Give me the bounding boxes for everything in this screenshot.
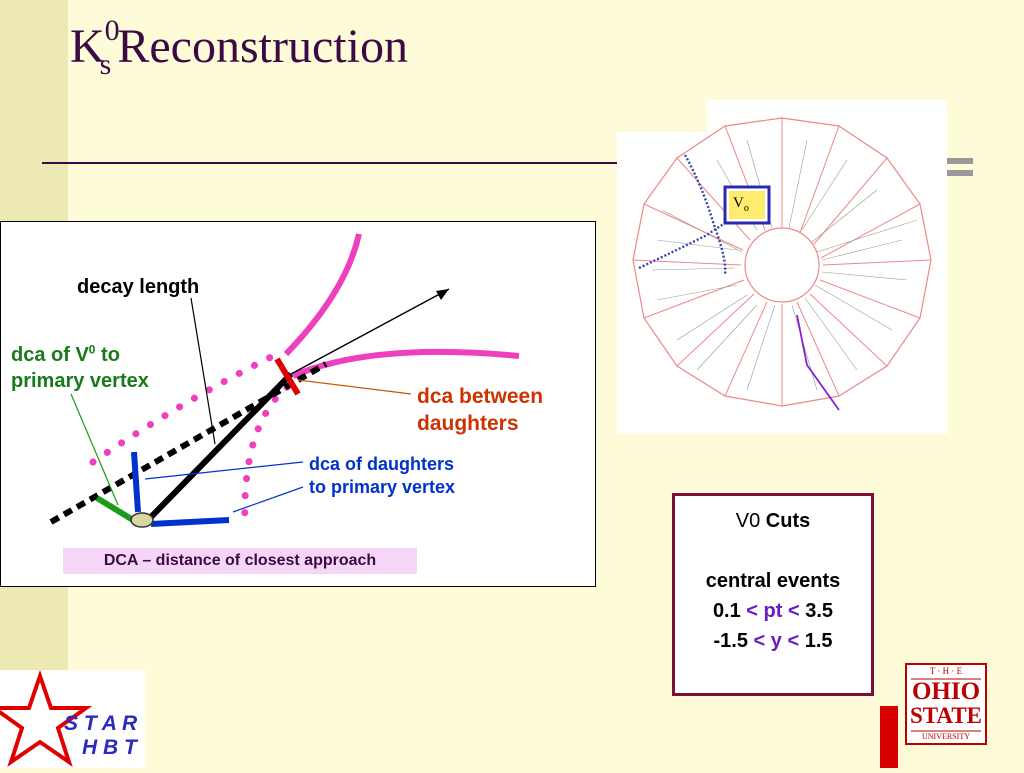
tpc-event-svg [617, 100, 932, 411]
sector-lines [632, 118, 932, 406]
dca-between-daughters-mark [274, 357, 301, 396]
ohio-state-logo: T · H · E OHIO STATE UNIVERSITY [905, 663, 987, 745]
dca-v0-pointer [70, 393, 119, 506]
v0-decay-diagram: decay length dca of V0 to primary vertex… [0, 221, 596, 587]
v0-direction-line [49, 361, 328, 525]
star-outline-icon [0, 669, 93, 767]
star-hbt-logo: S T A R H B T [0, 669, 145, 768]
dca-between-pointer [297, 379, 412, 395]
dca-daughters-label: dca of daughters to primary vertex [309, 454, 456, 498]
cuts-central: central events [705, 570, 841, 592]
star-hbt-text: S T A R H B T [64, 712, 138, 759]
purple-track [796, 314, 840, 411]
dca-v0-mark [95, 495, 135, 523]
dca-daughters-pointer-2 [232, 486, 304, 513]
slide-title: K0s Reconstruction [70, 14, 408, 81]
v0-label: Vo [733, 195, 749, 214]
momentum-arrowhead [436, 289, 449, 300]
v0-daughter-track-1 [683, 154, 727, 276]
decay-length-line [148, 371, 294, 520]
dca-daughter-mark-1 [131, 451, 141, 513]
momentum-arrow [290, 288, 450, 375]
decay-geometry-svg [49, 233, 520, 531]
decay-length-label: decay length [77, 276, 200, 298]
osu-seal-icon [905, 663, 987, 745]
cuts-pt-range: 0.1 < pt < 3.5 [712, 600, 834, 622]
primary-vertex [130, 512, 154, 528]
dca-definition-caption: DCA – distance of closest approach [63, 548, 417, 574]
dca-daughters-pointer-1 [144, 461, 304, 480]
cuts-heading: V0 Cuts [735, 510, 811, 532]
v0-cuts-box: V0 Cuts central events 0.1 < pt < 3.5 -1… [672, 493, 874, 696]
dca-v0-label: dca of V0 to primary vertex [11, 342, 149, 392]
rule-stub-top [945, 158, 973, 164]
tpc-inner-circle [744, 227, 820, 303]
cuts-y-range: -1.5 < y < 1.5 [713, 630, 833, 652]
dca-daughter-mark-2 [150, 517, 230, 527]
red-accent-bar [880, 706, 898, 768]
title-rule [42, 162, 642, 164]
decay-length-pointer [190, 297, 216, 445]
dca-between-label: dca between daughters [417, 385, 544, 436]
daughter-track-upper [283, 233, 362, 357]
rule-stub-bottom [945, 170, 973, 176]
upper-track-extrapolation [89, 353, 275, 466]
event-display: Vo [617, 100, 947, 434]
